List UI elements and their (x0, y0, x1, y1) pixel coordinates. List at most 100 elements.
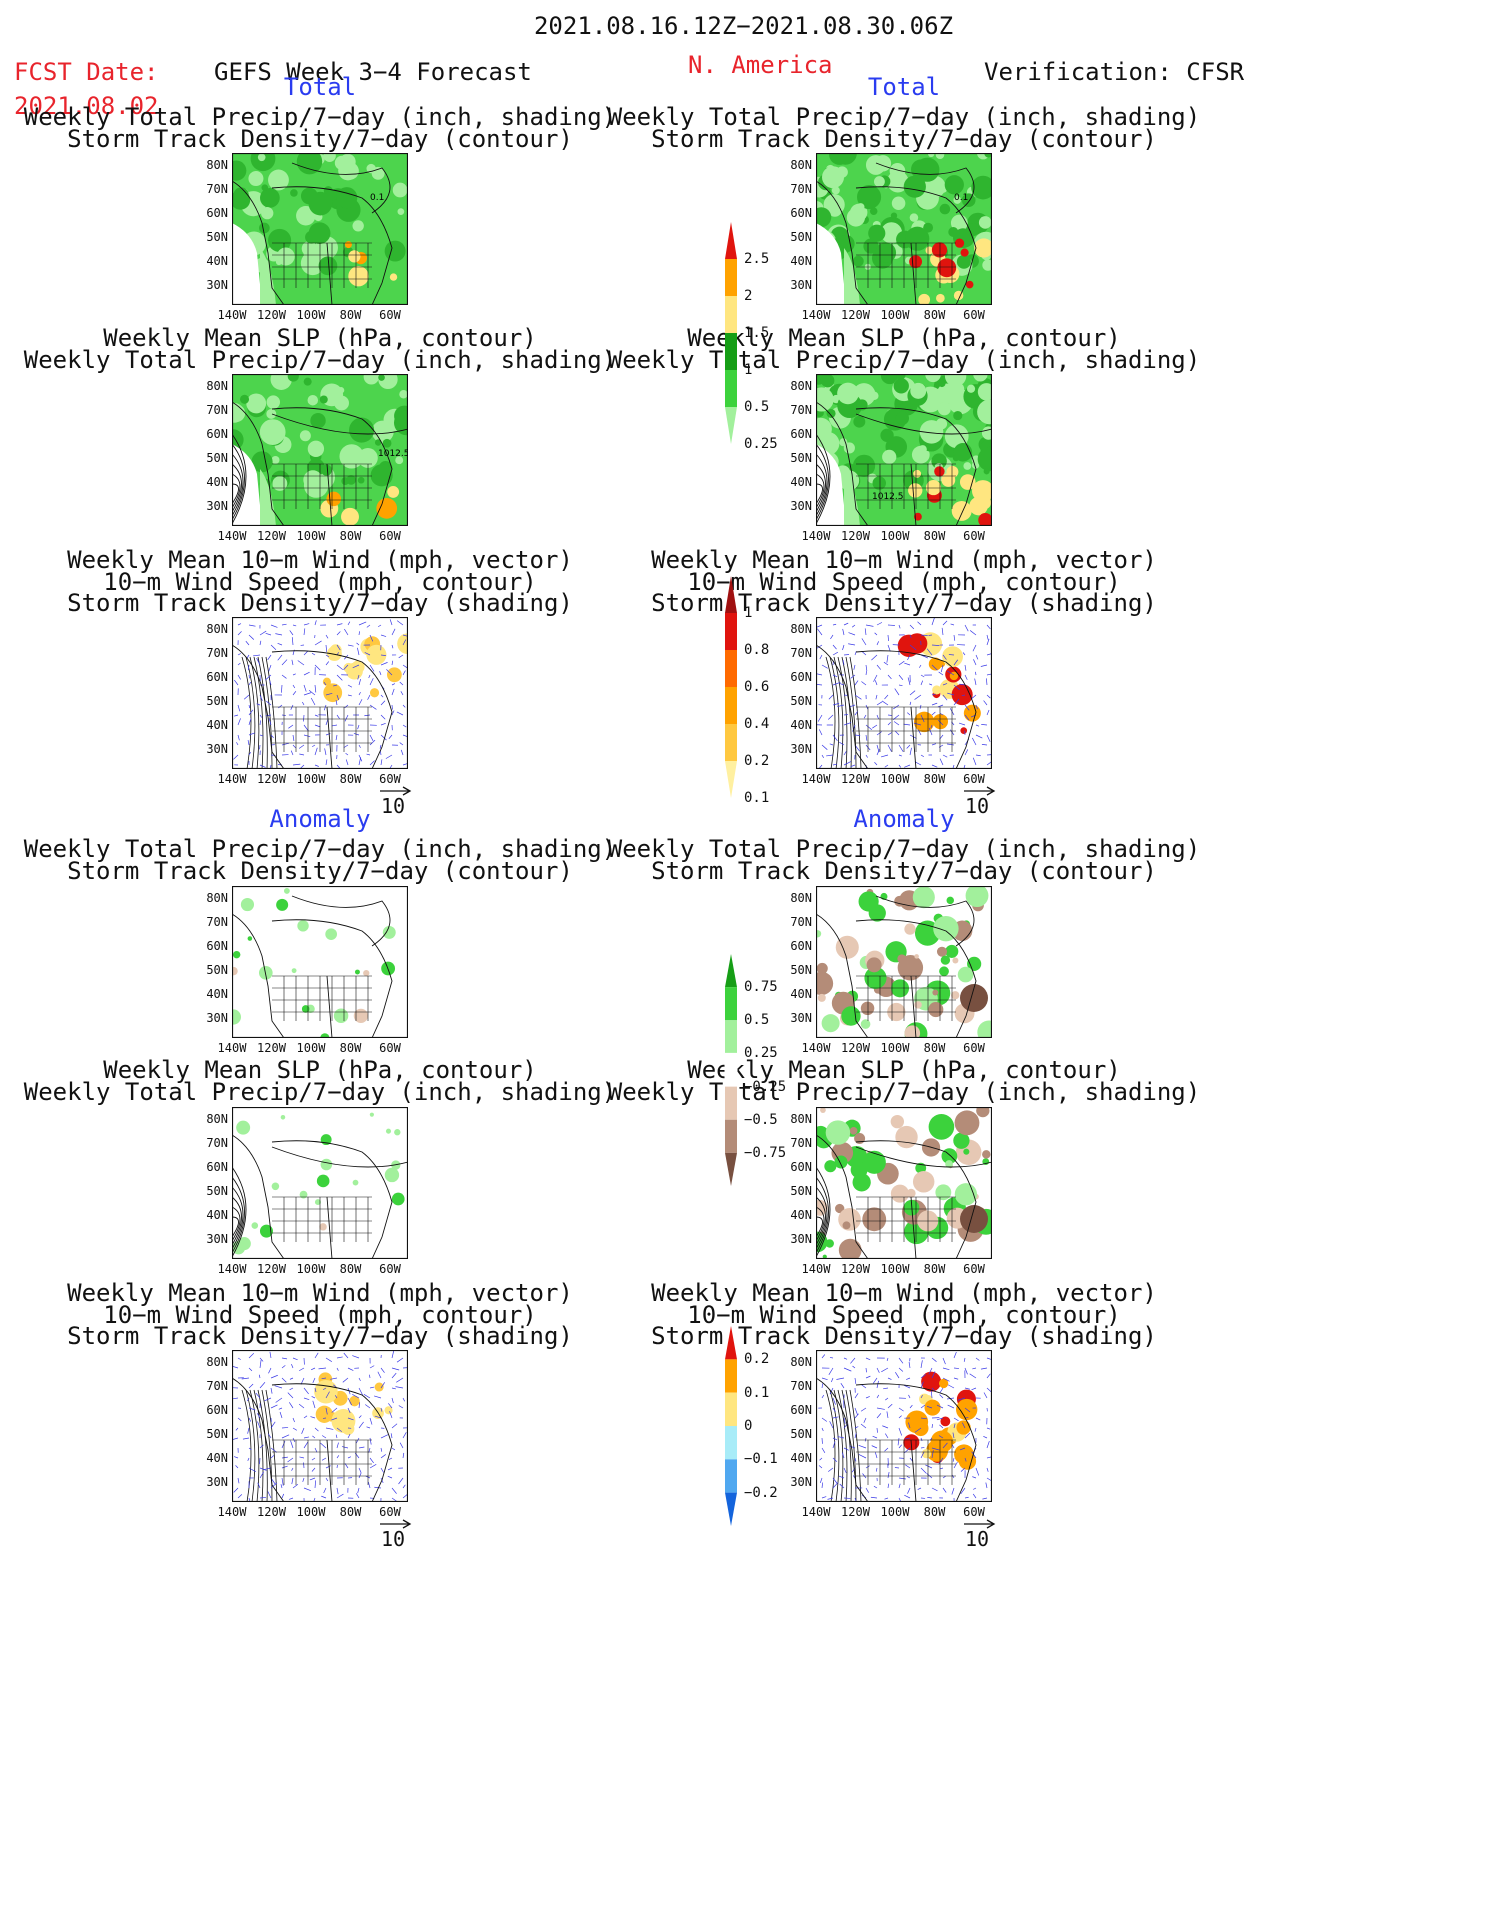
wind-vector (938, 1457, 944, 1465)
wind-vector (310, 1367, 316, 1371)
wind-vector (318, 1367, 327, 1370)
wind-vector (947, 1404, 955, 1409)
wind-vector (237, 1357, 241, 1360)
wind-vector (264, 1397, 272, 1402)
precip-blob (266, 408, 277, 419)
colorbar-segment (725, 761, 737, 798)
wind-vector (898, 1444, 902, 1449)
lat-label: 50N (790, 963, 812, 977)
wind-vector (237, 734, 240, 741)
lon-label: 60W (379, 529, 401, 543)
storm-total-colorbar-tick-label: 0.2 (744, 753, 770, 769)
wind-vector (917, 729, 922, 736)
wind-vector (342, 1377, 349, 1383)
wind-vector (336, 764, 341, 769)
wind-vector (344, 704, 349, 709)
wind-vector (336, 694, 340, 701)
wind-vector (854, 1393, 859, 1399)
wind-vector (377, 1371, 382, 1379)
precip-blob (823, 194, 845, 216)
wind-vector (314, 1352, 319, 1359)
precip-total-colorbar-tick-label: 2.5 (744, 251, 770, 267)
wind-vector (865, 734, 868, 741)
anomaly-blob (236, 1120, 251, 1135)
lon-label: 60W (963, 1041, 985, 1055)
wind-vector (353, 733, 360, 736)
wind-vector (820, 1477, 823, 1483)
lon-label: 80W (923, 529, 946, 543)
wind-vector (270, 644, 277, 651)
wind-vector (897, 1437, 900, 1446)
precip-blob (248, 171, 264, 187)
wind-vector (259, 764, 266, 768)
anomaly-blob (860, 1019, 871, 1029)
wind-vector (952, 764, 955, 769)
lat-label: 30N (206, 1011, 228, 1025)
lon-label: 80W (923, 308, 946, 322)
wind-vector (347, 1433, 351, 1439)
wind-vector (335, 1434, 338, 1439)
wind-vector (906, 1476, 911, 1479)
wind-vector (292, 1427, 297, 1431)
lon-label: 100W (296, 308, 326, 322)
lat-label: 60N (206, 670, 228, 684)
lat-label: 40N (790, 718, 812, 732)
colorbar-segment (725, 1359, 737, 1393)
anomaly-blob (940, 955, 951, 965)
wind-vector (920, 1404, 926, 1409)
wind-vector (981, 724, 988, 726)
anomaly-blob (928, 1002, 944, 1018)
anomaly-blob (912, 886, 935, 909)
lat-label: 40N (790, 475, 812, 489)
wind-vector (352, 1355, 360, 1359)
wind-vector (929, 683, 933, 686)
wind-vector (309, 1477, 316, 1481)
lat-label: 30N (206, 499, 228, 513)
lat-label: 70N (206, 182, 228, 196)
wind-vector (248, 709, 254, 716)
lon-label: 120W (841, 772, 870, 786)
arrow-head (402, 786, 412, 796)
wind-vector (314, 1447, 318, 1453)
wind-vector (402, 1452, 405, 1459)
anomaly-blob (982, 1150, 991, 1159)
precip-blob (870, 391, 879, 400)
coastline (232, 1377, 393, 1502)
wind-vector (860, 1407, 867, 1412)
wind-vector (311, 1467, 316, 1472)
forecast-anomaly-slp_precip-map (232, 1107, 408, 1259)
wind-vector (275, 1397, 283, 1403)
wind-vector (832, 734, 838, 742)
precip-blob (374, 439, 382, 446)
wind-vector (816, 684, 823, 686)
heavy-precip-blob (974, 238, 992, 258)
wind-vector (887, 1471, 890, 1479)
precip-blob (257, 153, 266, 162)
wind-vector (369, 739, 376, 746)
anomaly-blob (933, 915, 959, 942)
wind-vector (839, 741, 845, 746)
wind-vector (311, 1457, 316, 1461)
colorbar-segment (725, 987, 737, 1021)
wind-vector (986, 1441, 990, 1449)
wind-vector (358, 621, 367, 626)
lat-label: 50N (206, 694, 228, 708)
wind-vector (821, 1482, 824, 1489)
anomaly-blob (862, 1150, 886, 1174)
forecast-anomaly-precip_storm-title-line-2: Storm Track Density/7−day (contour) (67, 856, 573, 885)
wind-vector (314, 1427, 319, 1432)
precip-blob (944, 175, 964, 195)
lat-label: 70N (790, 1379, 812, 1393)
storm-contour (291, 895, 391, 947)
wind-vector (950, 623, 955, 626)
wind-vector (297, 660, 305, 666)
lat-label: 40N (206, 718, 228, 732)
wind-vector (248, 681, 252, 686)
storm-anomaly-colorbar-tick-label: 0.1 (744, 1384, 770, 1401)
wind-vector (817, 628, 823, 636)
wind-vector (909, 747, 912, 756)
wind-vector (314, 1480, 317, 1489)
colorbar-segment (725, 1426, 737, 1460)
precip-blob (984, 153, 992, 158)
verification-anomaly-wind-title-line-1: Weekly Mean 10−m Wind (mph, vector) (651, 1279, 1157, 1307)
